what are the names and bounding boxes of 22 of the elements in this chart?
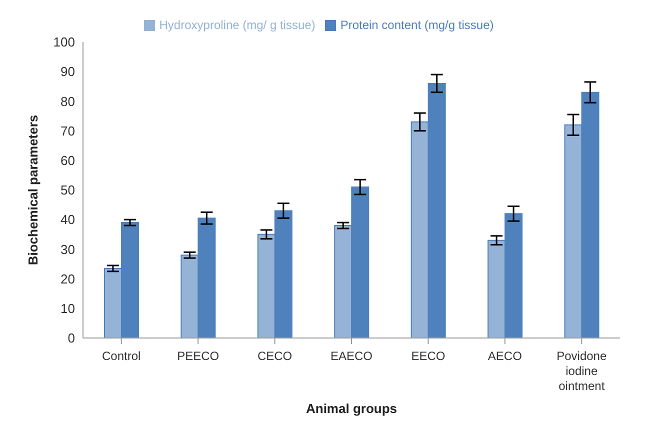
x-tick-label: CECO [257,349,292,363]
y-tick-label: 40 [60,212,75,228]
y-tick-label: 80 [60,94,75,109]
y-axis-title: Biochemical parameters [26,114,41,266]
y-tick-label: 70 [60,123,75,138]
y-tick-label: 50 [60,182,75,198]
x-tick-label: PEECO [177,349,220,363]
y-tick-label: 20 [60,271,75,286]
y-tick-label: 90 [60,64,75,80]
x-tick-label: EAECO [330,349,373,363]
legend-label: Protein content (mg/g tissue) [340,18,494,32]
x-tick-label: Povidone iodine ointment [556,349,607,393]
x-tick-label: Control [102,349,141,363]
y-tick-label: 30 [60,242,75,257]
legend-label: Hydroxyproline (mg/ g tissue) [159,18,316,32]
y-tick-label: 10 [60,301,75,316]
y-tick-label: 0 [68,330,75,346]
y-tick-label: 100 [53,34,75,50]
x-tick-label: EECO [411,349,446,363]
y-tick-label: 60 [60,153,75,168]
x-axis-title: Animal groups [306,401,398,416]
x-tick-label: AECO [488,349,522,363]
